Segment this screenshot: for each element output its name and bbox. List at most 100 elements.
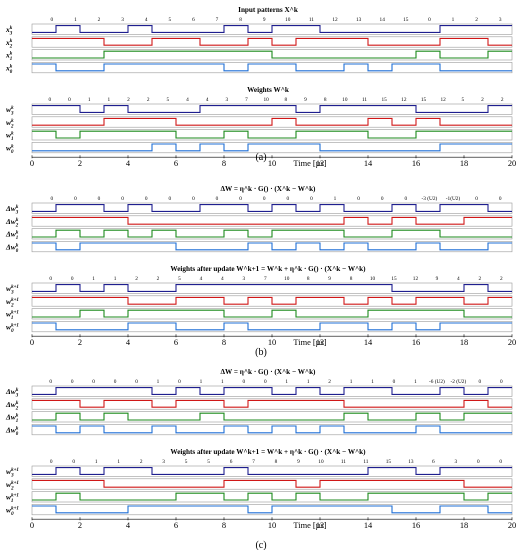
value-label: 1 <box>285 379 288 385</box>
value-label: 1 <box>157 379 160 385</box>
value-label: 12 <box>332 17 338 23</box>
value-label: 2 <box>157 276 160 282</box>
row-label: xk 1 <box>5 51 13 63</box>
value-label: 7 <box>245 97 248 103</box>
value-label: 5 <box>168 17 171 23</box>
axis-unit-label: Time [µs] <box>293 159 326 168</box>
value-label: 0 <box>121 196 124 202</box>
value-label: 3 <box>242 276 245 282</box>
value-label: 14 <box>380 17 386 23</box>
panel-caption: (c) <box>255 540 266 550</box>
value-label: 10 <box>370 276 376 282</box>
axis-tick-label: 8 <box>222 338 226 347</box>
value-label: 0 <box>239 196 242 202</box>
value-label: -3 (U2) <box>422 195 438 202</box>
value-label: 2 <box>328 379 331 385</box>
axis-tick-label: 2 <box>78 521 82 530</box>
value-label: 0 <box>499 196 502 202</box>
value-label: 12 <box>413 276 419 282</box>
axis-tick-label: 10 <box>268 521 276 530</box>
signal-waveform <box>32 50 512 59</box>
value-label: 0 <box>192 196 195 202</box>
value-label: 0 <box>71 276 74 282</box>
signal-waveform <box>32 412 512 421</box>
value-label: 0 <box>478 379 481 385</box>
value-label: 1 <box>117 459 120 465</box>
value-label: 11 <box>362 97 367 103</box>
value-label: 1 <box>371 379 374 385</box>
axis-tick-label: 18 <box>460 521 468 530</box>
value-label: 4 <box>200 276 203 282</box>
value-label: 3 <box>454 459 457 465</box>
value-label: 1 <box>92 276 95 282</box>
axis-tick-label: 12 <box>316 521 324 530</box>
row-label: Δwk 1 <box>5 413 19 425</box>
value-label: 1 <box>200 379 203 385</box>
group-title: ΔW = η^k · G() · (X^k − W^k) <box>221 368 317 376</box>
value-label: 3 <box>499 17 502 23</box>
signal-waveform <box>32 25 512 33</box>
value-label: 0 <box>50 459 53 465</box>
panel-caption: (b) <box>255 347 267 358</box>
value-label: 11 <box>363 459 368 465</box>
axis-unit-label: Time [µs] <box>293 521 326 530</box>
value-label: 0 <box>50 196 53 202</box>
axis-tick-label: 6 <box>174 521 178 530</box>
row-label: Δwk 3 <box>5 204 19 216</box>
value-label: 2 <box>147 97 150 103</box>
signal-track <box>31 103 513 115</box>
value-label: 0 <box>74 196 77 202</box>
row-label: wk 2 <box>6 118 14 130</box>
signal-track <box>31 465 513 477</box>
signal-waveform <box>32 387 512 395</box>
group-title: Input patterns X^k <box>238 6 298 14</box>
value-label: 1 <box>307 379 310 385</box>
value-label: -6 (U2) <box>429 378 445 385</box>
signal-track <box>31 129 513 141</box>
value-label: 5 <box>178 276 181 282</box>
value-label: 2 <box>140 459 143 465</box>
axis-tick-label: 18 <box>460 159 468 168</box>
group-title: Weights after update W^k+1 = W^k + η^k ·… <box>170 448 366 456</box>
row-label: wk 0 <box>6 143 14 155</box>
axis-tick-label: 16 <box>412 338 420 347</box>
axis-tick-label: 4 <box>126 159 131 168</box>
value-label: 0 <box>50 17 53 23</box>
axis-unit-label: Time [µs] <box>293 338 326 347</box>
value-label: 10 <box>284 276 290 282</box>
value-label: 15 <box>403 17 409 23</box>
signal-waveform <box>32 143 512 152</box>
axis-tick-label: 10 <box>268 338 276 347</box>
signal-waveform <box>32 296 512 305</box>
signal-waveform <box>32 492 512 501</box>
axis-tick-label: 20 <box>508 159 516 168</box>
axis-tick-label: 0 <box>30 521 34 530</box>
axis-tick-label: 14 <box>364 521 373 530</box>
value-label: 0 <box>264 379 267 385</box>
signal-waveform <box>32 229 512 238</box>
signal-track <box>31 282 513 294</box>
signal-waveform <box>32 425 512 434</box>
row-label: wk+1 0 <box>6 322 19 334</box>
value-label: 1 <box>88 97 91 103</box>
value-label: 1 <box>108 97 111 103</box>
value-label: 10 <box>285 17 291 23</box>
value-label: 1 <box>414 379 417 385</box>
signal-waveform <box>32 105 512 113</box>
value-label: 7 <box>264 276 267 282</box>
axis-tick-label: 12 <box>316 338 324 347</box>
value-label: 1 <box>95 459 98 465</box>
value-label: 5 <box>185 459 188 465</box>
value-label: 2 <box>500 276 503 282</box>
signal-waveform <box>32 399 512 408</box>
row-label: wk+1 2 <box>6 480 19 492</box>
row-label: wk+1 3 <box>6 467 19 479</box>
value-label: 0 <box>499 459 502 465</box>
value-label: 0 <box>263 196 266 202</box>
signal-track <box>31 398 513 410</box>
value-label: 5 <box>167 97 170 103</box>
axis-tick-label: 14 <box>364 159 373 168</box>
value-label: 12 <box>401 97 407 103</box>
group-title: Weights after update W^k+1 = W^k + η^k ·… <box>170 265 366 273</box>
group-title: Weights W^k <box>247 86 289 94</box>
